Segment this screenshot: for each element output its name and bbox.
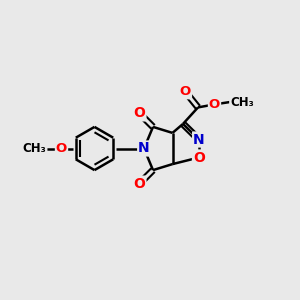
Text: O: O bbox=[180, 85, 191, 98]
Text: O: O bbox=[56, 142, 67, 155]
Text: O: O bbox=[134, 106, 146, 120]
Text: O: O bbox=[209, 98, 220, 111]
Text: N: N bbox=[138, 142, 150, 155]
Text: CH₃: CH₃ bbox=[23, 142, 46, 155]
Text: O: O bbox=[193, 151, 205, 164]
Text: O: O bbox=[134, 177, 146, 190]
Text: N: N bbox=[193, 133, 205, 146]
Text: CH₃: CH₃ bbox=[230, 95, 254, 109]
